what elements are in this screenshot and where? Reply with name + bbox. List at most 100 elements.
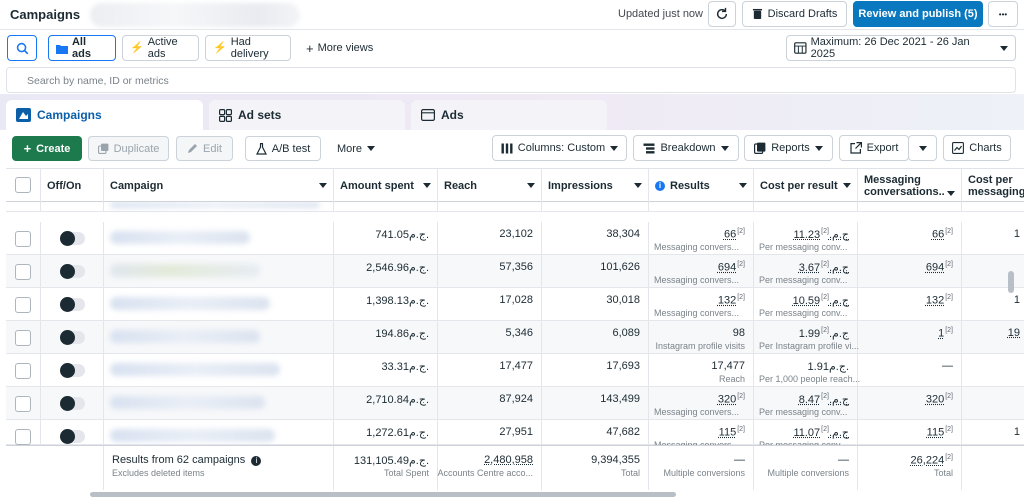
row-checkbox[interactable] [15, 330, 31, 346]
account-name-blurred[interactable] [90, 3, 300, 27]
column-header-impressions[interactable]: Impressions [542, 169, 649, 202]
row-checkbox[interactable] [15, 396, 31, 412]
campaign-toggle[interactable] [60, 396, 85, 411]
tab-campaigns-label: Campaigns [37, 108, 102, 122]
filter-bar: All ads ⚡ Active ads ⚡ Had delivery + Mo… [0, 30, 1024, 66]
messaging-conversations[interactable]: 320 [925, 393, 945, 406]
cost-per-result[interactable]: 10.59ج.م. [792, 295, 849, 307]
campaign-toggle[interactable] [60, 330, 85, 345]
search-toggle-button[interactable] [7, 35, 37, 61]
results-type: Messaging convers... [654, 407, 740, 417]
campaign-toggle[interactable] [60, 231, 85, 246]
sort-caret-icon[interactable] [843, 183, 851, 188]
edit-button[interactable]: Edit [176, 136, 233, 161]
results[interactable]: 132 [717, 294, 737, 307]
duplicate-button[interactable]: Duplicate [88, 136, 169, 161]
table-row[interactable]: 33.31ج.م. 17,477 17,693 17,477 Reach 1.91… [6, 354, 1024, 387]
refresh-button[interactable] [708, 1, 736, 27]
column-header-amount-spent[interactable]: Amount spent [334, 169, 438, 202]
total-messaging[interactable]: 26,224 [910, 454, 945, 467]
messaging-conversations[interactable]: 132 [925, 294, 945, 307]
column-header-reach[interactable]: Reach [438, 169, 542, 202]
campaign-toggle[interactable] [60, 429, 85, 444]
row-checkbox[interactable] [15, 264, 31, 280]
table-row[interactable]: 194.86ج.م. 5,346 6,089 98 Instagram profi… [6, 321, 1024, 354]
review-publish-button[interactable]: Review and publish (5) [853, 1, 983, 27]
results[interactable]: 115 [718, 426, 737, 439]
view-had-delivery[interactable]: ⚡ Had delivery [205, 35, 291, 61]
sort-caret-icon[interactable] [319, 183, 327, 188]
table-row[interactable]: 1,272.61ج.م. 27,951 47,682 115[2]Messagi… [6, 420, 1024, 450]
view-all-ads[interactable]: All ads [48, 35, 116, 61]
messaging-conversations[interactable]: 694 [925, 261, 945, 274]
charts-button[interactable]: Charts [943, 135, 1011, 161]
ab-test-button[interactable]: A/B test [245, 136, 321, 161]
page-title: Campaigns [10, 7, 81, 22]
campaign-toggle[interactable] [60, 297, 85, 312]
sort-caret-icon[interactable] [739, 183, 747, 188]
row-checkbox[interactable] [15, 297, 31, 313]
export-button[interactable]: Export [839, 135, 909, 161]
select-all-checkbox[interactable] [15, 177, 31, 193]
table-row[interactable]: 741.05ج.م. 23,102 38,304 66[2] Messaging … [6, 222, 1024, 255]
search-input[interactable]: Search by name, ID or metrics [6, 67, 1016, 93]
reports-dropdown[interactable]: Reports [744, 135, 833, 161]
campaign-name-blurred[interactable] [110, 363, 280, 376]
column-header-messaging[interactable]: Messaging conversations... [858, 169, 962, 202]
sort-caret-icon[interactable] [634, 183, 642, 188]
messaging-conversations[interactable]: 66 [931, 228, 945, 241]
info-icon[interactable]: i [655, 180, 665, 191]
column-header-offon[interactable]: Off/On [41, 169, 104, 202]
date-range-label: Maximum: 26 Dec 2021 - 26 Jan 2025 [810, 36, 970, 60]
row-checkbox[interactable] [15, 231, 31, 247]
more-options-button[interactable]: ••• [988, 1, 1018, 27]
table-row[interactable]: 2,710.84ج.م. 87,924 143,499 320[2] Messag… [6, 387, 1024, 420]
campaign-toggle[interactable] [60, 363, 85, 378]
discard-drafts-button[interactable]: Discard Drafts [742, 1, 847, 27]
column-header-results[interactable]: i Results [649, 169, 754, 202]
tab-ad-sets[interactable]: Ad sets [209, 100, 405, 130]
sort-caret-icon[interactable] [947, 191, 955, 196]
sort-caret-icon[interactable] [423, 183, 431, 188]
tab-ad-sets-label: Ad sets [238, 108, 282, 122]
view-active-ads[interactable]: ⚡ Active ads [122, 35, 199, 61]
horizontal-scrollbar[interactable] [90, 492, 676, 497]
column-header-cost-per-result[interactable]: Cost per result [754, 169, 858, 202]
more-views-button[interactable]: + More views [298, 35, 382, 61]
sort-caret-icon[interactable] [527, 183, 535, 188]
campaign-name-blurred[interactable] [110, 429, 275, 442]
export-options-dropdown[interactable] [908, 135, 937, 161]
campaign-name-blurred[interactable] [110, 231, 250, 244]
results[interactable]: 66 [723, 228, 737, 241]
total-reach[interactable]: 2,480,958 [484, 454, 533, 466]
results[interactable]: 694 [717, 261, 737, 274]
duplicate-icon [97, 143, 108, 154]
table-row[interactable]: 2,546.96ج.م. 57,356 101,626 694[2] Messag… [6, 255, 1024, 288]
cost-per-result[interactable]: 11.07ج.م. [793, 427, 849, 439]
table-row[interactable]: 1,398.13ج.م. 17,028 30,018 132[2] Messagi… [6, 288, 1024, 321]
create-button[interactable]: + Create [12, 136, 82, 161]
campaign-name-blurred[interactable] [110, 297, 270, 310]
column-header-cost-per-messaging[interactable]: Cost per messaging [968, 173, 1024, 198]
campaign-name-blurred[interactable] [110, 396, 265, 409]
campaign-toggle[interactable] [60, 264, 85, 279]
campaign-name-blurred[interactable] [110, 330, 260, 343]
cost-per-result[interactable]: 8.47ج.م. [798, 394, 849, 406]
results[interactable]: 320 [717, 393, 737, 406]
row-checkbox[interactable] [15, 363, 31, 379]
columns-dropdown[interactable]: Columns: Custom [492, 135, 627, 161]
campaign-name-blurred[interactable] [110, 264, 260, 277]
messaging-conversations[interactable]: 115 [926, 426, 945, 439]
tab-ads[interactable]: Ads [411, 100, 607, 130]
more-actions-dropdown[interactable]: More [328, 136, 384, 161]
cost-per-result[interactable]: 3.67ج.م. [798, 262, 849, 274]
vertical-scrollbar[interactable] [1008, 271, 1014, 293]
cost-per-result[interactable]: 11.23ج.م. [793, 229, 849, 241]
tab-campaigns[interactable]: Campaigns [6, 100, 203, 130]
info-icon[interactable]: i [251, 456, 262, 466]
messaging-conversations[interactable]: 1 [938, 327, 945, 340]
column-header-campaign[interactable]: Campaign [104, 169, 334, 202]
breakdown-dropdown[interactable]: Breakdown [633, 135, 739, 161]
row-checkbox[interactable] [15, 429, 31, 445]
date-range-picker[interactable]: Maximum: 26 Dec 2021 - 26 Jan 2025 [786, 35, 1016, 61]
